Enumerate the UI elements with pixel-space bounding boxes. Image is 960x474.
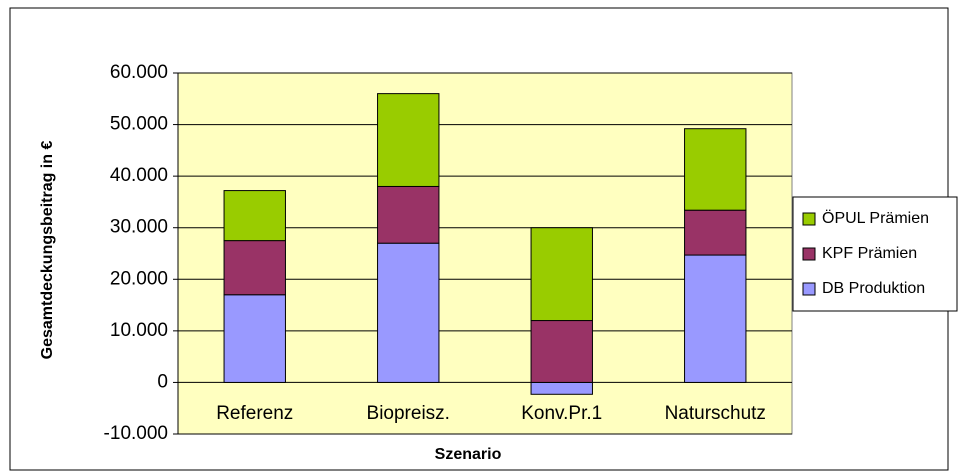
bar-segment [684,209,747,256]
y-tick-label: -10.000 [104,423,168,444]
bar-segment [530,381,593,395]
x-tick-label: Referenz [216,403,293,424]
legend-swatch [802,247,816,261]
legend-label: DB Produktion [822,280,925,297]
bar-segment [223,190,286,242]
bar-segment [377,242,440,383]
bar-segment [530,227,593,322]
bar-segment [684,254,747,383]
bar-segment [377,185,440,244]
x-tick-label: Konv.Pr.1 [521,403,602,424]
bar-segment [684,128,747,211]
y-tick-label: 0 [157,371,168,392]
legend-label: ÖPUL Prämien [822,209,929,227]
x-tick-label: Naturschutz [665,403,766,424]
x-tick-label: Biopreisz. [367,403,450,424]
y-axis-title: Gesamtdeckungsbeitrag in € [39,141,56,360]
bar-segment [223,240,286,296]
legend-box [792,196,958,312]
bar-segment [223,294,286,383]
legend-swatch [802,212,816,226]
y-tick-label: 20.000 [110,268,168,289]
legend-label: KPF Prämien [822,245,917,262]
y-tick-label: 30.000 [110,217,168,238]
legend-swatch [802,282,816,296]
x-axis-title: Szenario [435,446,502,463]
y-tick-label: 10.000 [110,320,168,341]
y-tick-label: 60.000 [110,62,168,83]
bar-segment [377,93,440,187]
y-tick-label: 50.000 [110,114,168,135]
bar-segment [530,320,593,383]
y-tick-label: 40.000 [110,165,168,186]
